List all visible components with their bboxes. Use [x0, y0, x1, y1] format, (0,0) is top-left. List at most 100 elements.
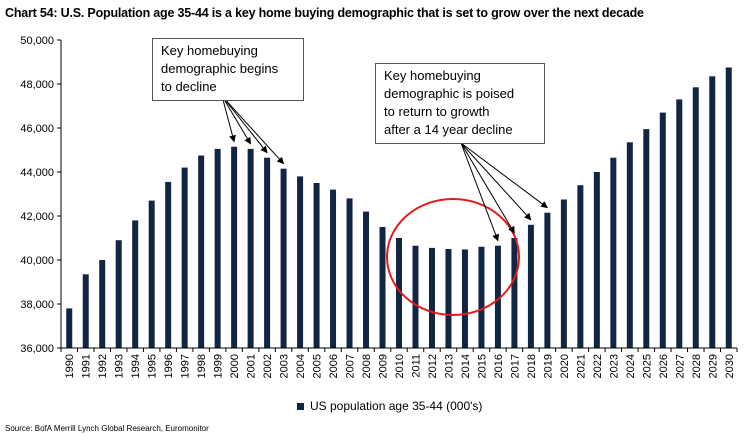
- annotation-arrow-2002: [221, 95, 268, 154]
- x-tick-label: 2015: [476, 354, 488, 378]
- bar-2026: [659, 112, 666, 348]
- x-tick-label: 2004: [295, 354, 307, 378]
- x-tick-label: 1996: [163, 354, 175, 378]
- bar-1994: [132, 220, 139, 348]
- bar-1997: [181, 167, 188, 348]
- x-tick-label: 1999: [213, 354, 225, 378]
- x-tick-label: 2022: [592, 354, 604, 378]
- bar-2005: [313, 183, 320, 348]
- x-axis-ticks: 1990 1991 1992 1993 1994 1995 1996 1997 1998 1999…: [60, 348, 738, 378]
- y-tick-label: 48,000: [20, 79, 54, 91]
- bar-2002: [264, 157, 271, 348]
- x-tick-label: 2020: [559, 354, 571, 378]
- bar-2011: [412, 245, 419, 348]
- bar-2025: [643, 129, 650, 348]
- bar-1992: [99, 260, 106, 348]
- highlight-circle: [386, 198, 520, 316]
- bar-1993: [115, 240, 122, 348]
- y-tick-label: 36,000: [20, 343, 54, 355]
- x-tick-label: 2003: [279, 354, 291, 378]
- bar-2003: [280, 168, 287, 348]
- x-tick-label: 2002: [262, 354, 274, 378]
- x-tick-label: 2029: [707, 354, 719, 378]
- x-tick-label: 2030: [724, 354, 736, 378]
- bar-2015: [478, 246, 485, 348]
- annotation-growth: Key homebuying demographic is poised to …: [375, 63, 545, 144]
- annotation-arrows: [221, 95, 548, 242]
- bar-2004: [297, 176, 304, 348]
- bar-2024: [626, 142, 633, 348]
- axes: [60, 40, 737, 349]
- annotation-arrow-2000: [221, 95, 236, 143]
- x-tick-label: 2006: [328, 354, 340, 378]
- bar-2018: [527, 224, 534, 348]
- bar-1998: [198, 155, 205, 348]
- bar-2023: [610, 157, 617, 348]
- bar-2019: [544, 212, 551, 348]
- x-tick-label: 1997: [180, 354, 192, 378]
- y-tick-label: 38,000: [20, 299, 54, 311]
- bar-2022: [593, 172, 600, 348]
- annotation-arrow-2001: [221, 95, 252, 145]
- bar-1999: [214, 148, 221, 348]
- bar-2016: [494, 245, 501, 348]
- annotation-growth-line-1: Key homebuying: [384, 68, 481, 83]
- bar-2000: [231, 146, 238, 348]
- x-tick-label: 2028: [691, 354, 703, 378]
- bar-2020: [560, 199, 567, 348]
- x-tick-label: 2025: [641, 354, 653, 378]
- bar-2009: [379, 227, 386, 348]
- annotation-arrow-2003: [221, 95, 285, 165]
- annotation-arrow-2017: [460, 142, 515, 234]
- x-tick-label: 2021: [575, 354, 587, 378]
- annotation-growth-line-3: to return to growth: [384, 104, 490, 119]
- bar-1996: [165, 181, 172, 348]
- x-tick-label: 2024: [625, 354, 637, 378]
- x-tick-label: 1995: [147, 354, 159, 378]
- bar-2012: [428, 247, 435, 348]
- annotation-decline-line-1: Key homebuying: [161, 43, 258, 58]
- bar-1995: [148, 200, 155, 348]
- annotation-decline: Key homebuying demographic begins to dec…: [152, 38, 304, 101]
- x-tick-label: 2018: [526, 354, 538, 378]
- x-tick-label: 1998: [196, 354, 208, 378]
- annotation-decline-line-2: demographic begins: [161, 61, 279, 76]
- y-tick-label: 40,000: [20, 255, 54, 267]
- bar-2021: [577, 185, 584, 348]
- x-tick-label: 2016: [493, 354, 505, 378]
- x-tick-label: 2027: [674, 354, 686, 378]
- bar-2008: [363, 211, 370, 348]
- bar-2006: [330, 189, 337, 348]
- x-tick-label: 2000: [229, 354, 241, 378]
- x-tick-label: 2005: [312, 354, 324, 378]
- y-tick-label: 44,000: [20, 167, 54, 179]
- annotation-decline-line-3: to decline: [161, 79, 217, 94]
- bar-2001: [247, 148, 254, 348]
- x-tick-label: 1990: [64, 354, 76, 378]
- x-tick-label: 1992: [97, 354, 109, 378]
- bar-2029: [709, 76, 716, 349]
- legend-swatch: [297, 402, 304, 410]
- y-tick-label: 50,000: [20, 35, 54, 47]
- x-tick-label: 2008: [361, 354, 373, 378]
- x-tick-label: 1994: [130, 354, 142, 378]
- legend-label: US population age 35-44 (000's): [310, 399, 483, 413]
- x-tick-label: 2011: [410, 354, 422, 378]
- bar-2017: [511, 238, 518, 348]
- source-note: Source: BofA Merrill Lynch Global Resear…: [5, 424, 209, 433]
- legend: US population age 35-44 (000's): [297, 399, 482, 413]
- bar-2027: [676, 99, 683, 349]
- y-tick-label: 46,000: [20, 123, 54, 135]
- bar-2010: [396, 238, 402, 348]
- x-tick-label: 2026: [658, 354, 670, 378]
- x-tick-label: 2023: [608, 354, 620, 378]
- x-tick-label: 2014: [460, 354, 472, 378]
- x-tick-label: 1991: [81, 354, 93, 378]
- bar-2030: [725, 67, 732, 348]
- bar-series: [66, 67, 732, 349]
- annotation-growth-line-2: demographic is poised: [384, 86, 515, 101]
- x-tick-label: 2019: [542, 354, 554, 378]
- x-tick-label: 2010: [394, 354, 406, 378]
- annotation-arrow-2019: [460, 142, 548, 209]
